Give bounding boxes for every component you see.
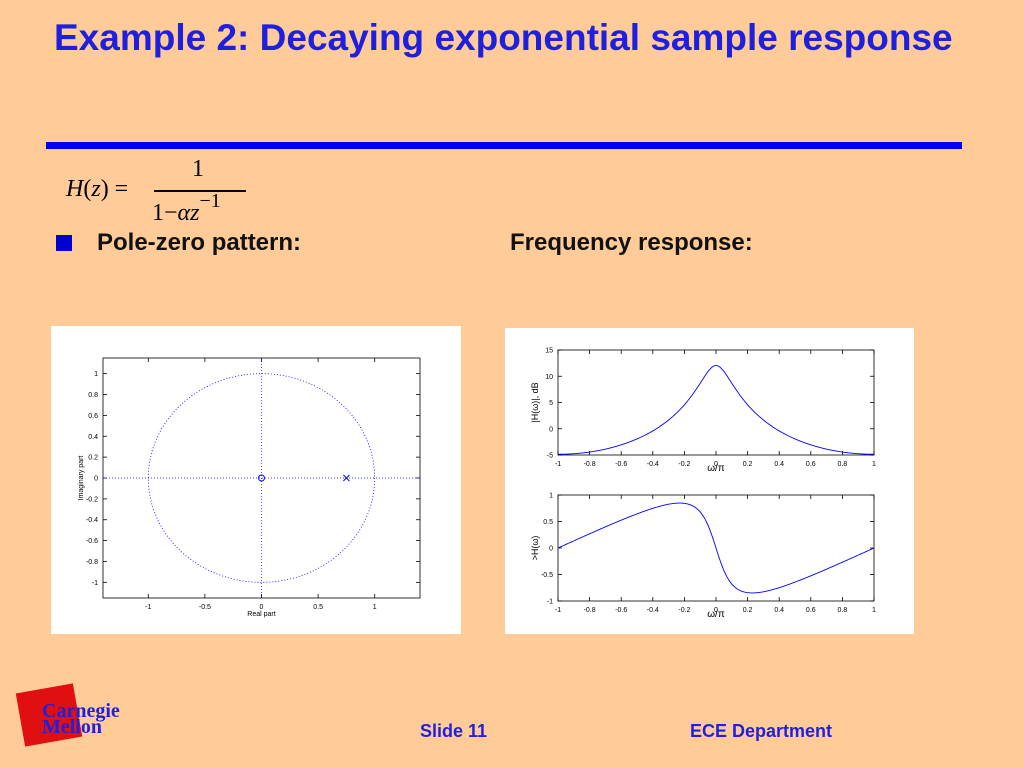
y-tick-label: 1	[549, 493, 553, 500]
pole-marker	[343, 474, 350, 482]
formula-lhs: H(z) =	[66, 176, 129, 202]
x-tick-label: 0	[260, 604, 264, 611]
x-tick-label: 1	[872, 461, 876, 468]
den-one: 1	[152, 200, 164, 226]
y-tick-label: -5	[547, 453, 553, 460]
y-axis-label: |H(ω)|, dB	[530, 382, 540, 422]
x-tick-label: -1	[145, 604, 151, 611]
x-tick-label: 0	[714, 607, 718, 614]
den-minus: −	[164, 200, 178, 226]
x-axis-label: Real part	[247, 611, 275, 618]
x-tick-label: -0.4	[647, 607, 659, 614]
y-tick-label: 5	[549, 400, 553, 407]
formula-var: z	[91, 176, 101, 202]
x-tick-label: 0	[714, 461, 718, 468]
y-tick-label: 10	[545, 374, 553, 381]
x-tick-label: 0.8	[838, 461, 848, 468]
x-tick-label: 0.8	[838, 607, 848, 614]
y-tick-label: -0.2	[86, 496, 98, 503]
den-exponent: −1	[199, 190, 221, 212]
den-z: z	[190, 200, 200, 226]
x-tick-label: 0.6	[806, 607, 816, 614]
frequency-response-plots: -1 -0.8 -0.6 -0.4 -0.2 0 0.2 0.4 0.6 0.8 1151050-5…	[530, 348, 876, 621]
y-axis-label: >H(ω)	[530, 536, 540, 561]
magnitude-curve	[558, 365, 874, 455]
pole-zero-label: Pole-zero pattern:	[97, 229, 302, 256]
y-tick-label: 15	[545, 348, 553, 355]
formula-denominator: 1−αz−1	[152, 190, 221, 227]
y-tick-label: 0.5	[543, 519, 553, 526]
x-tick-label: -0.2	[678, 461, 690, 468]
y-tick-label: 0	[94, 476, 98, 483]
x-tick-label: 1	[872, 607, 876, 614]
x-tick-label: 0.6	[806, 461, 816, 468]
y-tick-label: 0.2	[88, 455, 98, 462]
x-tick-label: 0.2	[743, 461, 753, 468]
y-tick-label: 0.6	[88, 413, 98, 420]
zero-marker	[258, 474, 265, 482]
bullet-square-icon	[56, 235, 72, 251]
y-tick-label: -0.5	[541, 572, 553, 579]
slide-number: Slide 11	[420, 721, 488, 741]
x-tick-label: -0.8	[584, 607, 596, 614]
y-tick-label: 0	[549, 426, 553, 433]
y-tick-label: 0	[549, 546, 553, 553]
unit-circle	[147, 373, 376, 583]
pole-zero-plot: -1 -0.5 0 0.5 1 1 0.8 0.6 0.4 0.2 0 -0.2 -0.4 -0.6 -0.…	[78, 357, 421, 618]
y-tick-label: 1	[94, 371, 98, 378]
x-tick-label: -0.6	[615, 461, 627, 468]
phase-curve	[557, 502, 875, 594]
slide-title: Example 2: Decaying exponential sample r…	[54, 17, 953, 58]
formula-fn: H	[66, 176, 84, 202]
x-axis-label: ω/π	[707, 609, 725, 620]
x-tick-label: -0.8	[584, 461, 596, 468]
x-tick-label: -1	[555, 461, 561, 468]
y-tick-label: -1	[92, 580, 98, 587]
frequency-response-figure: -1 -0.8 -0.6 -0.4 -0.2 0 0.2 0.4 0.6 0.8 1 15 10 5 0 -5…	[505, 328, 914, 634]
x-tick-label: 0.5	[313, 604, 323, 611]
y-tick-label: -1	[547, 599, 553, 606]
x-tick-label: -1	[555, 607, 561, 614]
x-tick-label: -0.6	[615, 607, 627, 614]
x-tick-label: 0.2	[743, 607, 753, 614]
x-tick-label: 0.4	[774, 461, 784, 468]
x-tick-label: -0.5	[199, 604, 211, 611]
formula-numerator: 1	[192, 156, 204, 182]
department-label: ECE Department	[690, 721, 833, 741]
den-alpha: α	[177, 200, 191, 226]
x-tick-label: -0.4	[647, 461, 659, 468]
x-tick-label: 0.4	[774, 607, 784, 614]
y-tick-label: -0.8	[86, 559, 98, 566]
pole-zero-figure: -1 -0.5 0 0.5 1 1 0.8 0.6 0.4 0.2 0 -0.2 -0.4 -0.6 -0.…	[51, 326, 461, 634]
y-tick-label: -0.4	[86, 517, 98, 524]
x-axis-label: ω/π	[707, 463, 725, 474]
logo-line-mellon: Mellon	[42, 716, 102, 738]
y-tick-label: 0.4	[88, 434, 98, 441]
frequency-response-label: Frequency response:	[510, 229, 753, 256]
title-divider	[46, 142, 962, 149]
y-tick-label: 0.8	[88, 392, 98, 399]
y-tick-label: -0.6	[86, 538, 98, 545]
y-axis-label: Imaginary part	[78, 456, 85, 501]
x-tick-label: 1	[373, 604, 377, 611]
formula-fraction-bar	[154, 190, 246, 192]
x-tick-label: -0.2	[678, 607, 690, 614]
logo-line-carnegie: Carnegie	[42, 700, 120, 722]
